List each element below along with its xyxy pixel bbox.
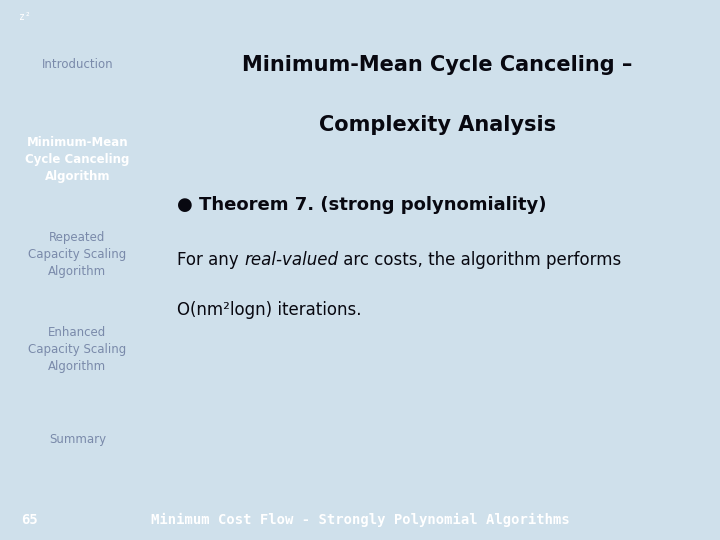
Text: Summary: Summary xyxy=(49,433,106,446)
Text: ● Theorem 7. (strong polynomiality): ● Theorem 7. (strong polynomiality) xyxy=(177,196,547,214)
Text: arc costs, the algorithm performs: arc costs, the algorithm performs xyxy=(338,251,621,269)
Text: Repeated
Capacity Scaling
Algorithm: Repeated Capacity Scaling Algorithm xyxy=(28,231,127,278)
Text: real-valued: real-valued xyxy=(244,251,338,269)
Text: Enhanced
Capacity Scaling
Algorithm: Enhanced Capacity Scaling Algorithm xyxy=(28,326,127,373)
Text: 65: 65 xyxy=(22,513,38,526)
Text: Minimum Cost Flow - Strongly Polynomial Algorithms: Minimum Cost Flow - Strongly Polynomial … xyxy=(150,512,570,527)
Text: For any: For any xyxy=(177,251,244,269)
Text: z²: z² xyxy=(19,12,30,23)
Text: Complexity Analysis: Complexity Analysis xyxy=(319,115,556,135)
Text: O(nm²logn) iterations.: O(nm²logn) iterations. xyxy=(177,301,362,319)
Text: Minimum-Mean Cycle Canceling –: Minimum-Mean Cycle Canceling – xyxy=(242,55,633,75)
Text: Introduction: Introduction xyxy=(42,58,113,71)
Text: Minimum-Mean
Cycle Canceling
Algorithm: Minimum-Mean Cycle Canceling Algorithm xyxy=(25,136,130,184)
